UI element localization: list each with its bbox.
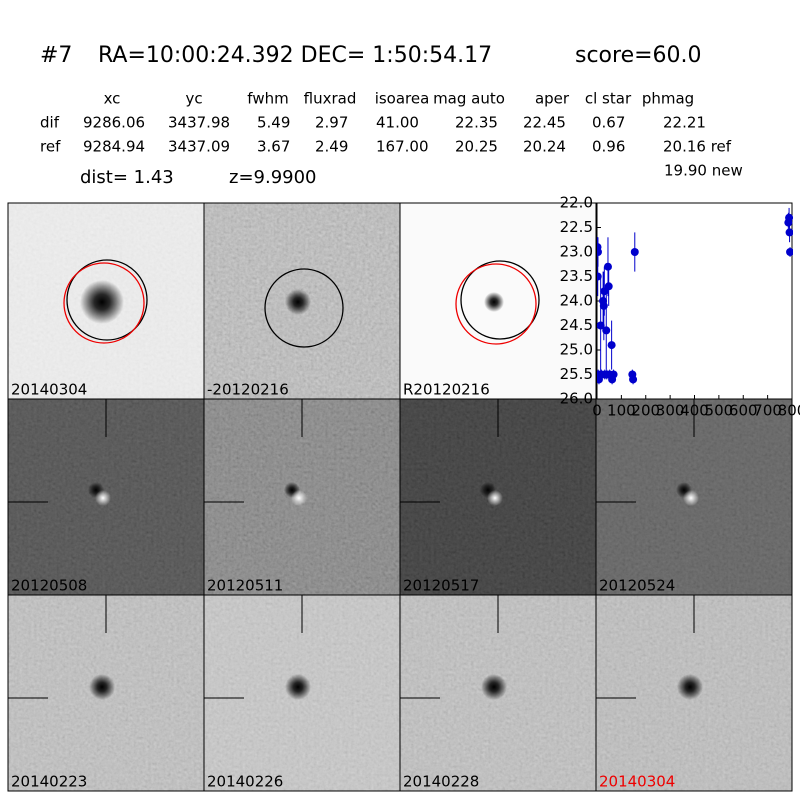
y-tick-label: 25.0 <box>560 341 593 359</box>
stamp-label: 20140304 <box>11 381 87 399</box>
cell: 3.67 <box>257 138 290 156</box>
new-mag: 19.90 new <box>664 162 743 180</box>
source <box>285 289 311 315</box>
row-label: ref <box>40 138 61 156</box>
stamp-frame <box>595 594 793 792</box>
cell: 22.35 <box>455 114 498 132</box>
data-point <box>603 262 612 271</box>
cell: 20.24 <box>523 138 566 156</box>
stamp-label: 20120524 <box>599 577 675 595</box>
source <box>95 490 111 506</box>
data-point <box>609 370 618 379</box>
y-tick-label: 22.0 <box>560 194 593 212</box>
cell: 2.49 <box>315 138 348 156</box>
cell: 2.97 <box>315 114 348 132</box>
stamp-label: -20120216 <box>207 381 289 399</box>
y-tick-label: 24.5 <box>560 316 593 334</box>
source <box>683 490 699 506</box>
dist: dist= 1.43 <box>80 167 174 188</box>
cell: 20.25 <box>455 138 498 156</box>
row-label: dif <box>40 114 60 132</box>
column-header: isoarea <box>375 90 430 108</box>
aperture <box>455 263 537 345</box>
object-id: #7 <box>40 43 72 68</box>
x-tick-label: 300 <box>656 402 685 420</box>
cell: 3437.09 <box>168 138 230 156</box>
column-header: cl star <box>585 90 632 108</box>
y-tick-label: 22.5 <box>560 218 593 236</box>
cell: 5.49 <box>257 114 290 132</box>
y-tick-label: 24.0 <box>560 292 593 310</box>
source <box>487 490 503 506</box>
cell: 9284.94 <box>83 138 145 156</box>
x-tick-label: 0 <box>592 402 602 420</box>
cell: 22.21 <box>663 114 706 132</box>
stamp-label: 20140226 <box>207 773 283 791</box>
column-header: xc <box>104 90 121 108</box>
stamp-label: 20140223 <box>11 773 87 791</box>
y-tick-label: 25.5 <box>560 365 593 383</box>
plot-area <box>596 202 793 400</box>
aperture <box>63 262 145 344</box>
y-tick-label: 23.5 <box>560 267 593 285</box>
y-tick-label: 23.0 <box>560 243 593 261</box>
stamp-grid: 20140304 -20120216 R20120216 20120508 201205… <box>7 202 793 792</box>
x-tick-label: 400 <box>680 402 709 420</box>
column-header: fwhm <box>247 90 288 108</box>
source <box>89 674 115 700</box>
source <box>285 674 311 700</box>
cell: 3437.98 <box>168 114 230 132</box>
x-tick-label: 100 <box>607 402 636 420</box>
cell: 0.96 <box>592 138 625 156</box>
stamp-label: 20140304 <box>599 773 675 791</box>
coordinates: RA=10:00:24.392 DEC= 1:50:54.17 <box>98 43 492 68</box>
source <box>80 280 124 324</box>
cell: 9286.06 <box>83 114 145 132</box>
x-tick-label: 800 <box>778 402 800 420</box>
source <box>291 490 307 506</box>
data-point <box>597 248 602 256</box>
z: z=9.9900 <box>229 167 317 188</box>
data-point <box>630 248 639 256</box>
data-point <box>785 228 793 237</box>
stamp-label: 20120517 <box>403 577 479 595</box>
x-tick-label: 500 <box>705 402 734 420</box>
data-point <box>602 326 611 335</box>
column-header: aper <box>535 90 570 108</box>
x-tick-label: 200 <box>631 402 660 420</box>
data-point <box>629 375 638 384</box>
data-point <box>607 341 616 350</box>
column-header: fluxrad <box>304 90 357 108</box>
x-tick-label: 600 <box>729 402 758 420</box>
aperture <box>66 259 148 341</box>
stamp-label: 20120508 <box>11 577 87 595</box>
cell: 167.00 <box>376 138 429 156</box>
column-header: mag auto <box>433 90 505 108</box>
cell: 41.00 <box>376 114 419 132</box>
cell: 0.67 <box>592 114 625 132</box>
data-point <box>785 213 793 222</box>
light-curve <box>597 207 793 385</box>
source <box>481 674 507 700</box>
source <box>484 292 504 312</box>
aperture <box>460 260 540 340</box>
column-header: yc <box>185 90 202 108</box>
stamp-label: 20140228 <box>403 773 479 791</box>
y-tick-label: 26.0 <box>560 390 593 408</box>
data-point <box>604 282 613 291</box>
cell: 22.45 <box>523 114 566 132</box>
score: score=60.0 <box>575 43 702 68</box>
stamp-label: R20120216 <box>403 381 490 399</box>
cell: 20.16 ref <box>663 138 732 156</box>
stamp-label: 20120511 <box>207 577 283 595</box>
aperture <box>264 268 344 348</box>
x-tick-label: 700 <box>753 402 782 420</box>
column-header: phmag <box>642 90 694 108</box>
data-point <box>786 248 793 256</box>
source <box>677 674 703 700</box>
